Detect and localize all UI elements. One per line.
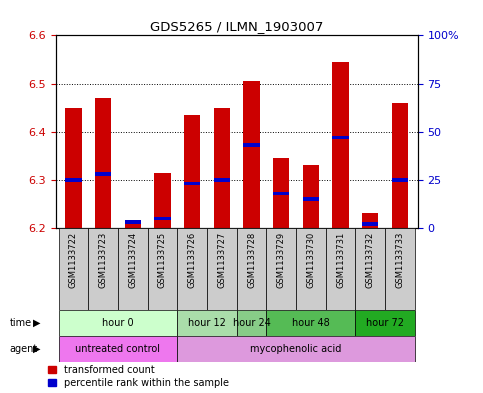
Text: GSM1133733: GSM1133733 [396,232,404,288]
Bar [58,310,177,336]
Bar [303,165,319,228]
Text: GSM1133732: GSM1133732 [366,232,375,288]
Text: GSM1133726: GSM1133726 [187,232,197,288]
Bar [392,103,408,228]
Bar [273,158,289,228]
Text: agent: agent [10,344,38,354]
Bar [177,310,237,336]
Bar [95,98,111,228]
Text: GSM1133723: GSM1133723 [99,232,108,288]
Bar [58,228,88,310]
Text: time: time [10,318,32,328]
Bar [177,336,415,362]
Bar [392,178,408,182]
Text: hour 24: hour 24 [233,318,270,328]
Bar [65,108,82,228]
Bar [326,228,355,310]
Text: GSM1133729: GSM1133729 [277,232,286,288]
Text: mycophenolic acid: mycophenolic acid [250,344,342,354]
Bar [125,223,141,228]
Bar [213,178,230,182]
Bar [213,108,230,228]
Bar [125,220,141,224]
Bar [362,213,379,228]
Legend: transformed count, percentile rank within the sample: transformed count, percentile rank withi… [48,365,229,388]
Bar [237,228,266,310]
Bar [148,228,177,310]
Bar [355,228,385,310]
Text: untreated control: untreated control [75,344,160,354]
Text: GSM1133728: GSM1133728 [247,232,256,288]
Title: GDS5265 / ILMN_1903007: GDS5265 / ILMN_1903007 [150,20,323,33]
Bar [237,310,266,336]
Bar [385,228,415,310]
Bar [177,228,207,310]
Bar [154,217,170,220]
Text: GSM1133724: GSM1133724 [128,232,137,288]
Bar [296,228,326,310]
Bar [207,228,237,310]
Bar [266,310,355,336]
Text: GSM1133722: GSM1133722 [69,232,78,288]
Text: hour 0: hour 0 [102,318,134,328]
Bar [355,310,415,336]
Text: ▶: ▶ [32,318,40,328]
Bar [118,228,148,310]
Bar [362,222,379,226]
Bar [154,173,170,228]
Bar [184,115,200,228]
Text: GSM1133725: GSM1133725 [158,232,167,288]
Bar [266,228,296,310]
Text: hour 12: hour 12 [188,318,226,328]
Text: GSM1133731: GSM1133731 [336,232,345,288]
Bar [95,172,111,176]
Bar [65,178,82,182]
Bar [243,81,260,228]
Bar [184,182,200,185]
Text: GSM1133727: GSM1133727 [217,232,227,288]
Text: ▶: ▶ [32,344,40,354]
Bar [303,197,319,201]
Bar [243,143,260,147]
Bar [273,191,289,195]
Bar [332,136,349,139]
Text: GSM1133730: GSM1133730 [306,232,315,288]
Bar [58,336,177,362]
Text: hour 72: hour 72 [366,318,404,328]
Bar [88,228,118,310]
Text: hour 48: hour 48 [292,318,330,328]
Bar [332,62,349,228]
